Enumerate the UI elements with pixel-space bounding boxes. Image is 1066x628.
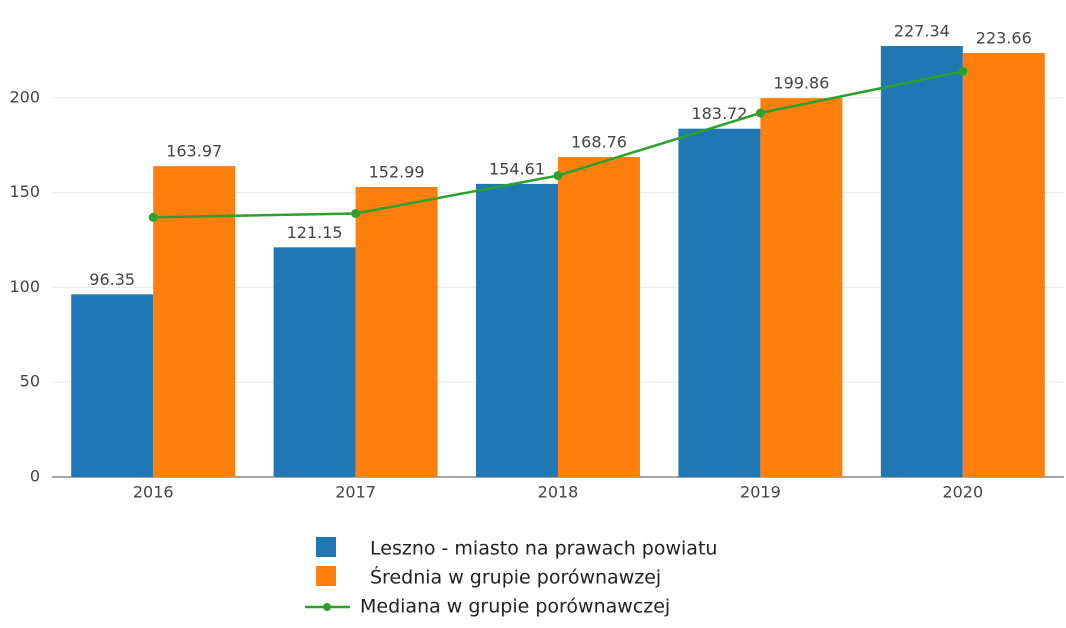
value-label: 183.72 — [691, 104, 747, 123]
legend: Leszno - miasto na prawach powiatu Średni… — [305, 537, 717, 618]
bar — [880, 46, 963, 477]
value-label: 154.61 — [489, 159, 545, 178]
x-tick-label: 2019 — [740, 483, 781, 502]
value-label: 227.34 — [894, 22, 950, 41]
y-tick-label: 50 — [20, 372, 40, 391]
bar — [355, 186, 438, 477]
value-label: 168.76 — [571, 133, 627, 152]
legend-dot — [323, 603, 331, 611]
legend-label: Średnia w grupie porównawzej — [370, 565, 661, 589]
legend-label: Leszno - miasto na prawach powiatu — [370, 538, 717, 560]
bar — [962, 52, 1045, 478]
value-label: 152.99 — [369, 162, 425, 181]
bar — [558, 157, 640, 477]
value-label: 223.66 — [976, 28, 1032, 47]
bar — [476, 183, 558, 478]
x-tick-label: 2018 — [538, 483, 579, 502]
median-point — [148, 212, 158, 222]
value-label: 96.35 — [89, 270, 135, 289]
median-point — [958, 66, 968, 76]
y-tick-label: 0 — [30, 467, 40, 486]
legend-swatch — [316, 537, 336, 557]
x-tick-label: 2017 — [335, 483, 376, 502]
value-label: 163.97 — [166, 142, 222, 161]
x-tick-label: 2020 — [942, 483, 983, 502]
median-point — [553, 171, 563, 181]
bar — [71, 294, 154, 477]
bar — [273, 247, 356, 477]
legend-swatch — [316, 566, 336, 586]
y-tick-label: 150 — [9, 182, 40, 201]
y-tick-label: 100 — [9, 277, 40, 296]
median-point — [351, 208, 361, 218]
x-tick-label: 2016 — [133, 483, 174, 502]
median-point — [755, 108, 765, 118]
value-label: 121.15 — [287, 223, 343, 242]
y-tick-label: 200 — [9, 87, 40, 106]
legend-label: Mediana w grupie porównawczej — [360, 596, 670, 618]
bar — [760, 98, 843, 477]
bar — [153, 166, 236, 478]
value-label: 199.86 — [773, 74, 829, 93]
bar — [678, 128, 761, 477]
